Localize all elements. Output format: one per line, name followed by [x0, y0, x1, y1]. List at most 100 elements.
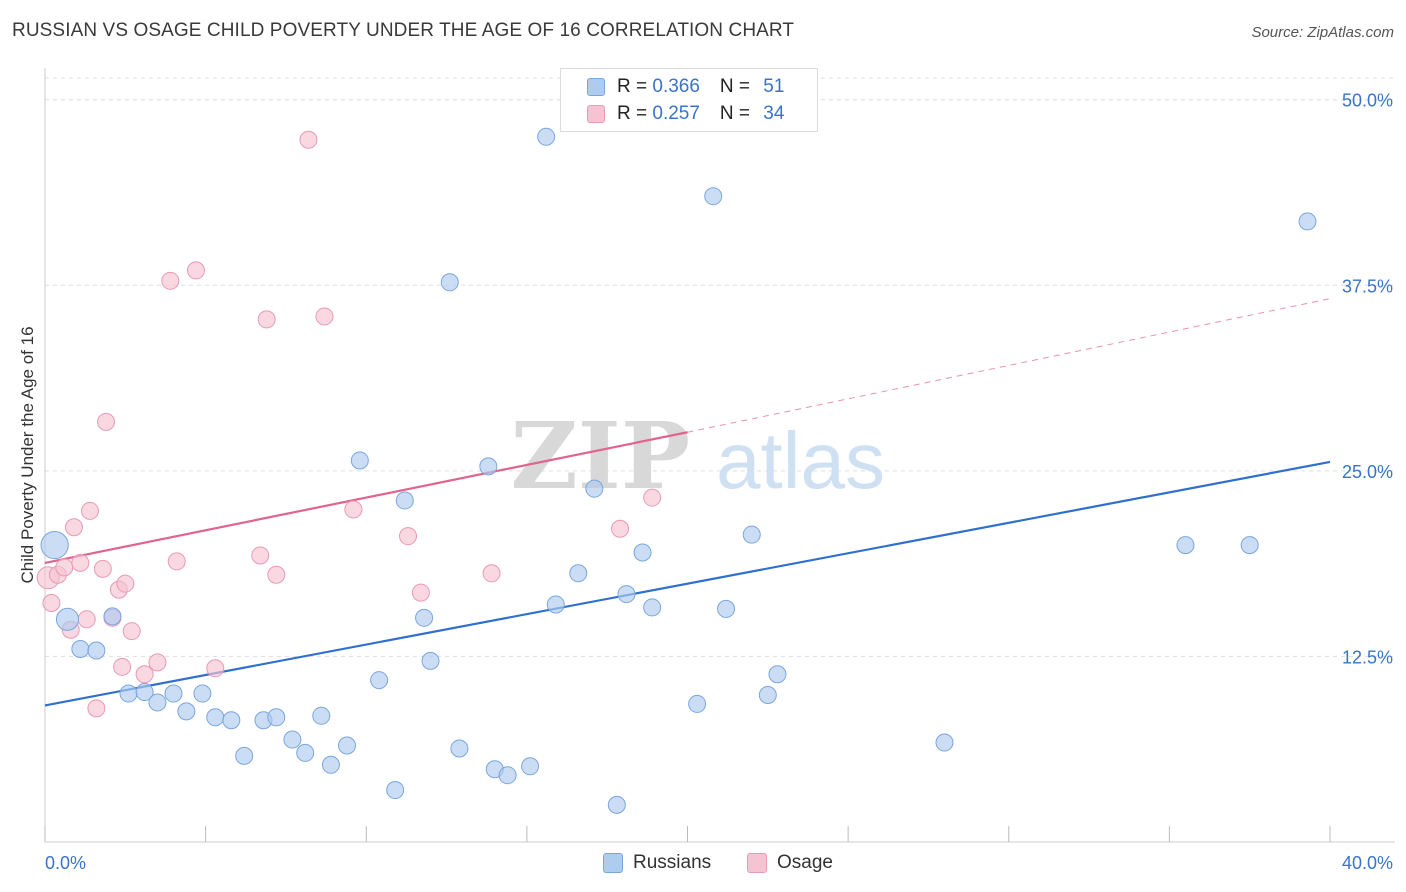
- watermark-atlas: atlas: [716, 416, 885, 505]
- watermark: ZIP atlas: [511, 402, 885, 510]
- osage-point: [122, 622, 141, 641]
- russians-point: [479, 457, 498, 476]
- russians-point: [415, 608, 434, 627]
- russians-point: [704, 187, 723, 206]
- russians-point: [103, 607, 122, 626]
- russians-point: [312, 706, 331, 725]
- russians-point: [55, 607, 80, 631]
- russians-point: [521, 757, 540, 776]
- osage-point: [113, 657, 132, 676]
- osage-point: [135, 665, 154, 684]
- russians-point: [337, 736, 356, 755]
- russians-point: [758, 686, 777, 705]
- legend-n-value: 34: [763, 103, 785, 124]
- russians-point: [742, 525, 761, 544]
- russians-point: [148, 693, 167, 712]
- russians-point: [607, 795, 626, 814]
- legend-row-russians: R = 0.366 N = 51: [587, 75, 784, 99]
- russians-trend-line: [44, 460, 1331, 707]
- osage-point: [148, 653, 167, 672]
- russians-point: [633, 543, 652, 562]
- y-tick-label: 50.0%: [1342, 91, 1393, 111]
- osage-point: [315, 307, 334, 326]
- russians-point: [768, 665, 787, 684]
- osage-point: [251, 546, 270, 565]
- russians-legend-swatch: [603, 853, 623, 873]
- russians-point: [296, 743, 315, 762]
- osage-point: [267, 565, 286, 584]
- russians-point: [1298, 212, 1317, 231]
- bottom-legend-osage: Osage: [747, 852, 833, 874]
- russians-point: [193, 684, 212, 703]
- russians-point: [164, 684, 183, 703]
- russians-point: [1176, 536, 1195, 555]
- russians-point: [395, 491, 414, 510]
- russians-point: [537, 127, 556, 146]
- osage-legend-swatch: [747, 853, 767, 873]
- osage-point: [71, 553, 90, 572]
- russians-point: [222, 711, 241, 730]
- russians-point: [283, 730, 302, 749]
- russians-swatch: [587, 78, 605, 96]
- osage-point: [77, 610, 96, 629]
- y-tick-label: 37.5%: [1342, 276, 1393, 296]
- russians-point: [717, 599, 736, 618]
- legend-n-label: N =: [719, 76, 756, 97]
- x-tick-label-min: 0.0%: [45, 853, 86, 873]
- russians-point: [498, 766, 517, 785]
- russians-point: [71, 640, 90, 658]
- russians-legend-label: Russians: [633, 852, 712, 873]
- russians-point: [350, 451, 369, 470]
- osage-point: [55, 558, 74, 577]
- trend-lines: [44, 298, 1331, 707]
- data-points: [36, 127, 1317, 814]
- russians-point: [421, 651, 440, 670]
- osage-point: [257, 310, 276, 329]
- russians-point: [370, 671, 389, 690]
- osage-point: [344, 500, 363, 519]
- osage-point: [186, 261, 205, 280]
- osage-point: [611, 519, 630, 538]
- chart-title: RUSSIAN VS OSAGE CHILD POVERTY UNDER THE…: [12, 20, 795, 41]
- osage-point: [482, 564, 501, 583]
- russians-point: [386, 781, 405, 800]
- russians-point: [585, 479, 604, 498]
- legend-row-osage: R = 0.257 N = 34: [587, 102, 784, 126]
- osage-legend-label: Osage: [777, 852, 833, 873]
- russians-point: [235, 746, 254, 765]
- russians-point: [617, 585, 636, 604]
- osage-swatch: [587, 105, 605, 123]
- russians-point: [267, 708, 286, 727]
- osage-point: [299, 130, 318, 149]
- osage-point: [167, 552, 186, 571]
- osage-point: [42, 593, 61, 612]
- russians-point: [119, 684, 138, 703]
- russians-point: [1240, 536, 1259, 555]
- osage-point: [80, 501, 99, 520]
- legend-n-label: N =: [719, 103, 756, 124]
- y-tick-label: 25.0%: [1342, 462, 1393, 482]
- osage-point: [64, 518, 83, 537]
- russians-point: [643, 598, 662, 617]
- bottom-legend-russians: Russians: [603, 852, 711, 874]
- russians-point: [688, 694, 707, 713]
- russians-point: [546, 595, 565, 614]
- osage-point: [399, 527, 418, 546]
- axes: [44, 68, 1395, 843]
- osage-point: [411, 583, 430, 602]
- correlation-legend: R = 0.366 N = 51 R = 0.257 N = 34: [560, 68, 818, 132]
- osage-point: [643, 488, 662, 507]
- y-tick-label: 12.5%: [1342, 647, 1393, 667]
- russians-point: [569, 564, 588, 583]
- russians-point: [40, 530, 69, 560]
- legend-r-value: 0.257: [652, 103, 700, 124]
- osage-point: [97, 412, 116, 431]
- osage-point: [206, 659, 225, 678]
- russians-point: [135, 683, 154, 702]
- osage-trend-extension: [687, 298, 1331, 433]
- osage-point: [93, 559, 112, 578]
- tick-labels: 12.5% 25.0% 37.5% 50.0% 0.0% 40.0%: [45, 91, 1393, 873]
- russians-point: [87, 641, 106, 660]
- osage-trend-line: [44, 431, 688, 564]
